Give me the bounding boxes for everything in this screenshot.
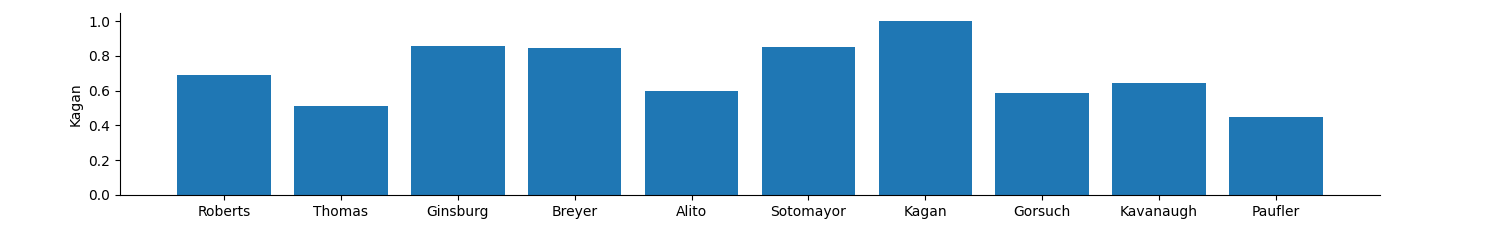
Bar (1113, 83, 1206, 195)
Bar (1228, 118, 1323, 195)
Bar (294, 106, 387, 195)
Bar (645, 90, 738, 195)
Bar (177, 75, 272, 195)
Bar (411, 46, 504, 195)
Y-axis label: Kagan: Kagan (69, 82, 82, 126)
Bar (528, 48, 621, 195)
Bar (996, 92, 1089, 195)
Bar (762, 47, 855, 195)
Bar (879, 21, 972, 195)
